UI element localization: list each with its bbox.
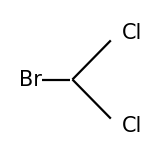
Text: Br: Br — [19, 69, 42, 90]
Text: Cl: Cl — [122, 116, 142, 136]
Text: Cl: Cl — [122, 23, 142, 43]
